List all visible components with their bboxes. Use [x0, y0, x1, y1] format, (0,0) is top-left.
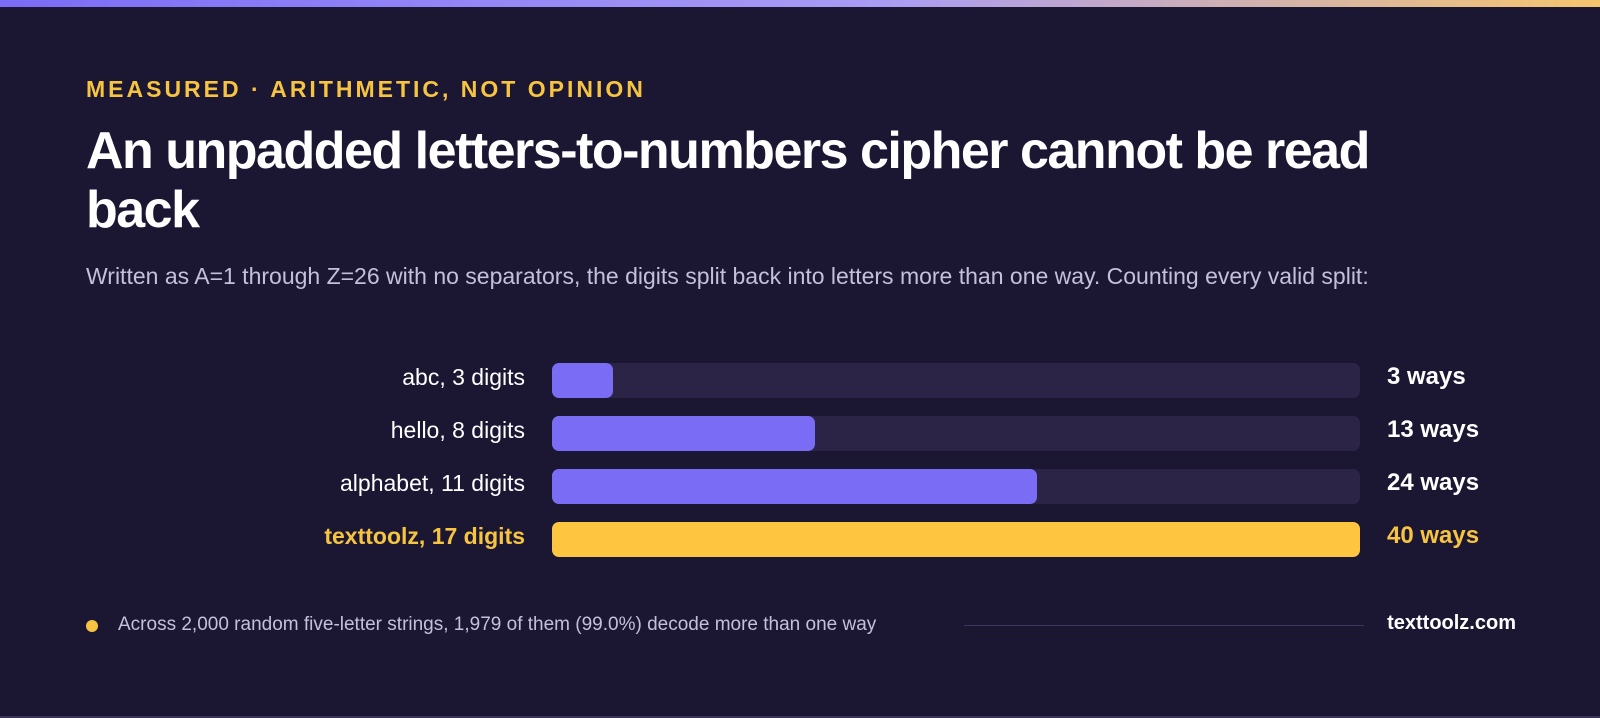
bar-value-label: 40 ways: [1387, 522, 1480, 549]
bar-value-label: 13 ways: [1387, 416, 1480, 443]
bar-chart: abc, 3 digits 3 ways hello, 8 digits 13 way…: [0, 360, 1600, 580]
bar: [552, 416, 815, 451]
bar: [552, 522, 1360, 557]
bar-row: alphabet, 11 digits 24 ways: [0, 466, 1600, 506]
eyebrow-label: MEASURED · ARITHMETIC, NOT OPINION: [86, 76, 646, 102]
bar-category-label: texttoolz, 17 digits: [324, 523, 525, 549]
top-gradient-stripe: [0, 0, 1600, 7]
bar-row: texttoolz, 17 digits 40 ways: [0, 519, 1600, 559]
bar-track: [552, 469, 1360, 504]
chart-subtitle: Written as A=1 through Z=26 with no sepa…: [86, 263, 1369, 289]
bar-category-label: hello, 8 digits: [390, 417, 525, 443]
brand-link[interactable]: texttoolz.com: [1387, 612, 1516, 634]
bar-category-label: abc, 3 digits: [402, 364, 525, 390]
footer-bullet-icon: [86, 620, 98, 632]
bar-row: abc, 3 digits 3 ways: [0, 360, 1600, 400]
bar-category-label: alphabet, 11 digits: [340, 470, 525, 496]
footer-divider: [964, 625, 1364, 626]
bar-value-label: 24 ways: [1387, 469, 1480, 496]
bar-track: [552, 416, 1360, 451]
bar: [552, 469, 1037, 504]
bar-track: [552, 363, 1360, 398]
bottom-border: [0, 716, 1600, 718]
bar: [552, 363, 613, 398]
bar-value-label: 3 ways: [1387, 363, 1466, 390]
bar-row: hello, 8 digits 13 ways: [0, 413, 1600, 453]
chart-title: An unpadded letters-to-numbers cipher ca…: [86, 122, 1370, 239]
footer-note: Across 2,000 random five-letter strings,…: [118, 614, 877, 635]
bar-track: [552, 522, 1360, 557]
footer: Across 2,000 random five-letter strings,…: [86, 612, 1516, 640]
